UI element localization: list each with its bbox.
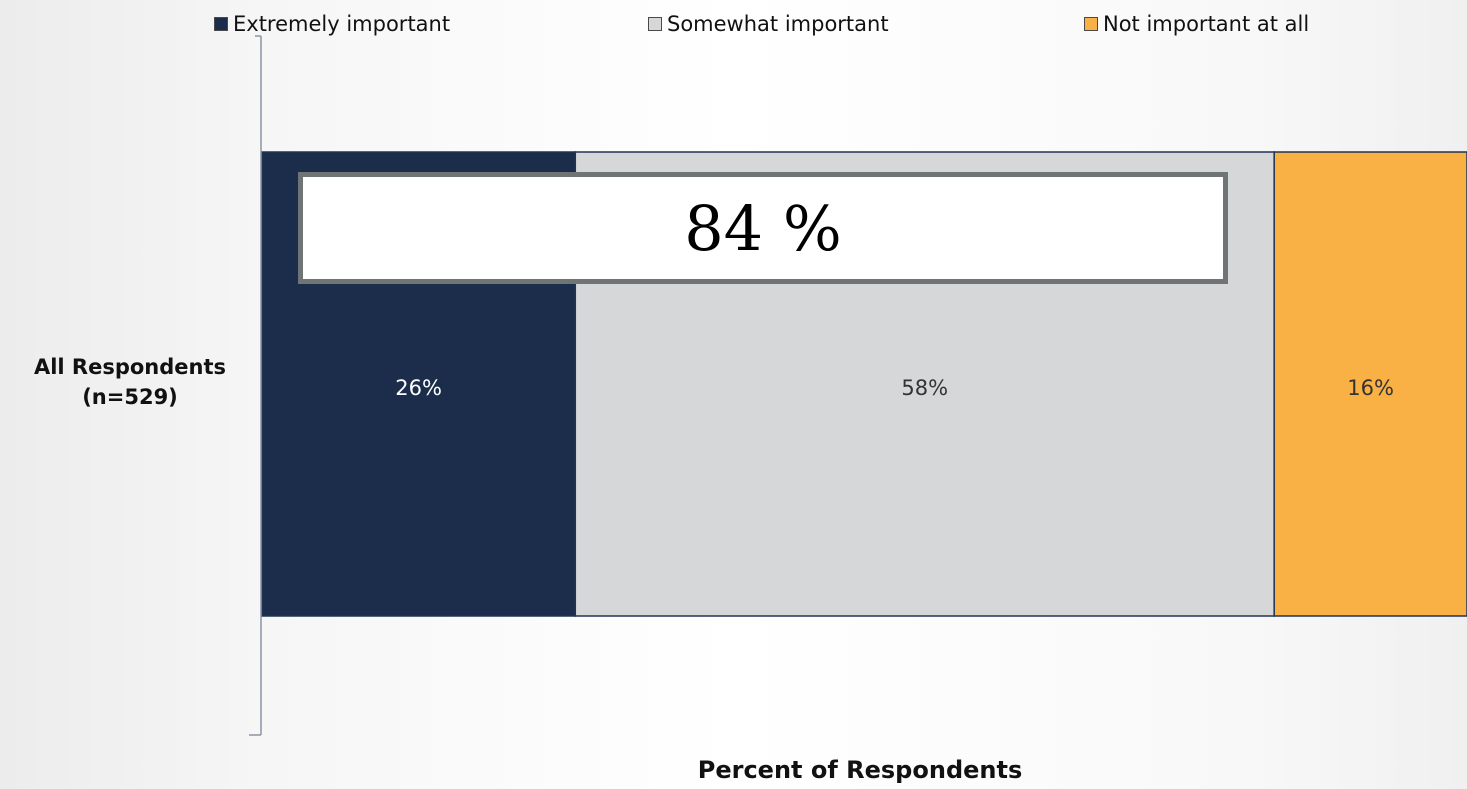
legend-item-not-important: Not important at all [1084, 10, 1309, 38]
data-label: 58% [901, 376, 948, 400]
total-callout-text: 84 % [684, 191, 842, 265]
legend-swatch [1084, 17, 1098, 31]
legend-swatch [214, 17, 228, 31]
legend-label: Not important at all [1103, 12, 1310, 36]
category-label: All Respondents (n=529) [33, 355, 227, 409]
data-label: 16% [1347, 376, 1394, 400]
x-axis-title: Percent of Respondents [697, 756, 1023, 784]
legend-swatch [648, 17, 662, 31]
data-label: 26% [395, 376, 442, 400]
legend-item-extremely-important: Extremely important [214, 10, 450, 38]
total-callout-box: 84 % [298, 172, 1228, 284]
legend-item-somewhat-important: Somewhat important [648, 10, 889, 38]
legend-label: Somewhat important [667, 12, 889, 36]
legend-label: Extremely important [233, 12, 451, 36]
bar-segment-not-important-at-all [1273, 151, 1467, 617]
